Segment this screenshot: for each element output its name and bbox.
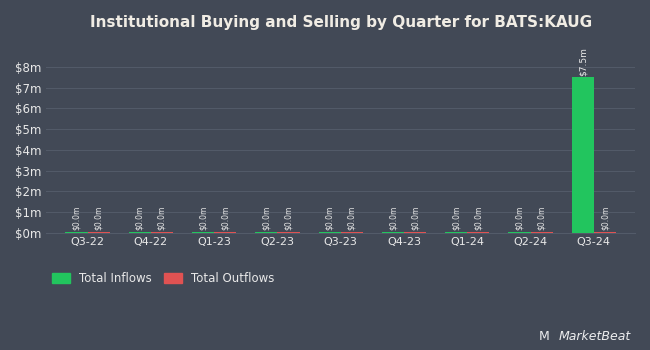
Text: $0.0m: $0.0m <box>411 206 419 230</box>
Bar <box>341 232 363 233</box>
Bar <box>530 232 552 233</box>
Bar <box>572 77 594 233</box>
Legend: Total Inflows, Total Outflows: Total Inflows, Total Outflows <box>52 272 274 285</box>
Bar <box>66 232 88 233</box>
Bar <box>594 232 616 233</box>
Title: Institutional Buying and Selling by Quarter for BATS:KAUG: Institutional Buying and Selling by Quar… <box>90 15 592 30</box>
Text: $0.0m: $0.0m <box>474 206 483 230</box>
Bar <box>318 232 341 233</box>
Text: $0.0m: $0.0m <box>284 206 293 230</box>
Bar <box>255 232 278 233</box>
Text: M: M <box>538 330 549 343</box>
Text: $0.0m: $0.0m <box>198 206 207 230</box>
Text: $0.0m: $0.0m <box>515 206 524 230</box>
Text: $0.0m: $0.0m <box>601 206 610 230</box>
Bar <box>508 232 530 233</box>
Text: MarketBeat: MarketBeat <box>558 330 630 343</box>
Text: $0.0m: $0.0m <box>347 206 356 230</box>
Text: $0.0m: $0.0m <box>94 206 103 230</box>
Text: $0.0m: $0.0m <box>389 206 397 230</box>
Bar <box>404 232 426 233</box>
Bar <box>445 232 467 233</box>
Text: $7.5m: $7.5m <box>578 47 588 76</box>
Bar <box>192 232 214 233</box>
Bar <box>214 232 236 233</box>
Text: $0.0m: $0.0m <box>220 206 229 230</box>
Bar <box>129 232 151 233</box>
Text: $0.0m: $0.0m <box>325 206 334 230</box>
Bar <box>278 232 300 233</box>
Text: $0.0m: $0.0m <box>537 206 546 230</box>
Bar <box>467 232 489 233</box>
Text: $0.0m: $0.0m <box>72 206 81 230</box>
Text: $0.0m: $0.0m <box>135 206 144 230</box>
Bar <box>151 232 173 233</box>
Text: $0.0m: $0.0m <box>157 206 166 230</box>
Text: $0.0m: $0.0m <box>262 206 271 230</box>
Bar <box>382 232 404 233</box>
Text: $0.0m: $0.0m <box>452 206 461 230</box>
Bar <box>88 232 110 233</box>
